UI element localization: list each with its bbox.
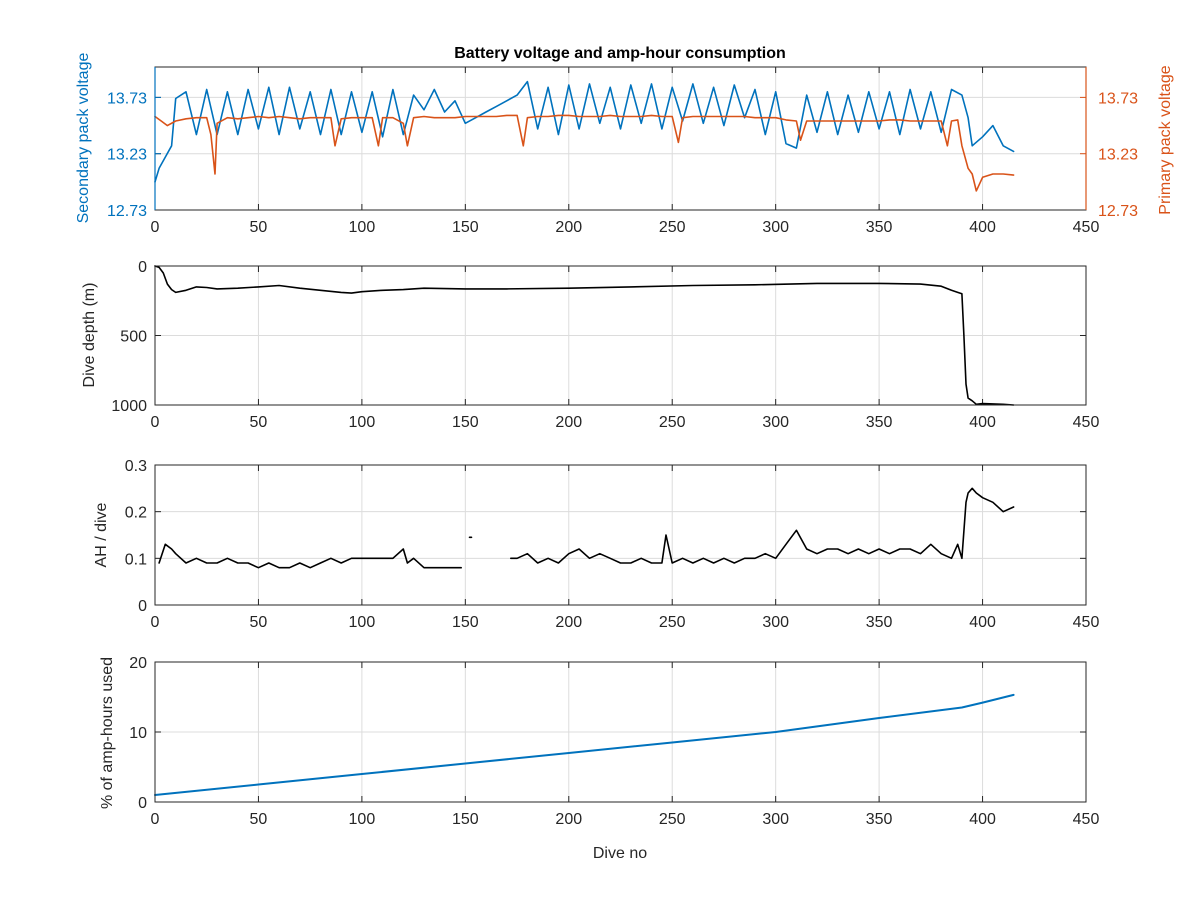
x-tick-label: 0 xyxy=(151,414,160,431)
x-tick-label: 200 xyxy=(555,219,582,236)
y-tick-label-right: 12.73 xyxy=(1098,203,1138,220)
x-tick-label: 450 xyxy=(1073,414,1100,431)
x-tick-label: 350 xyxy=(866,614,893,631)
x-tick-label: 200 xyxy=(555,614,582,631)
x-tick-label: 150 xyxy=(452,811,479,828)
ylabel-pct-amp-hours: % of amp-hours used xyxy=(99,657,116,809)
x-tick-label: 100 xyxy=(349,219,376,236)
x-tick-label: 300 xyxy=(762,614,789,631)
y-tick-label: 0.1 xyxy=(125,551,147,568)
series-line-ah-0 xyxy=(158,543,462,569)
panel-ah: 0 50 100 150 200 250 300 350 400 450 0 0.1 0.2 0.3 xyxy=(125,458,1100,631)
x-tick-label: 0 xyxy=(151,811,160,828)
series-line-ah-0 xyxy=(510,487,1015,564)
y-tick-label: 20 xyxy=(129,655,147,672)
axes-box xyxy=(154,464,1087,606)
ylabel-dive-depth: Dive depth (m) xyxy=(81,283,98,388)
x-tick-label: 100 xyxy=(349,414,376,431)
y-tick-label: 0 xyxy=(138,259,147,276)
ylabel-secondary-voltage: Secondary pack voltage xyxy=(75,53,92,224)
x-tick-label: 400 xyxy=(969,414,996,431)
x-tick-label: 400 xyxy=(969,614,996,631)
ylabel-primary-voltage: Primary pack voltage xyxy=(1157,65,1174,214)
x-tick-label: 50 xyxy=(250,811,268,828)
xlabel-dive-no: Dive no xyxy=(593,845,647,862)
x-tick-label: 150 xyxy=(452,414,479,431)
x-tick-label: 350 xyxy=(866,414,893,431)
x-tick-label: 50 xyxy=(250,614,268,631)
y-tick-label-right: 13.23 xyxy=(1098,147,1138,164)
x-tick-label: 450 xyxy=(1073,811,1100,828)
x-tick-label: 250 xyxy=(659,219,686,236)
x-tick-label: 400 xyxy=(969,811,996,828)
x-tick-label: 350 xyxy=(866,811,893,828)
x-tick-label: 0 xyxy=(151,614,160,631)
y-tick-label: 13.73 xyxy=(107,90,147,107)
chart-title: Battery voltage and amp-hour consumption xyxy=(454,45,786,62)
x-tick-label: 300 xyxy=(762,414,789,431)
x-tick-label: 300 xyxy=(762,811,789,828)
y-tick-label: 0.2 xyxy=(125,505,147,522)
x-tick-label: 250 xyxy=(659,414,686,431)
panel-depth: 0 50 100 150 200 250 300 350 400 450 0 500 1000 xyxy=(111,259,1099,431)
x-tick-label: 100 xyxy=(349,811,376,828)
y-tick-label: 500 xyxy=(120,329,147,346)
x-tick-label: 400 xyxy=(969,219,996,236)
x-tick-label: 250 xyxy=(659,811,686,828)
ylabel-ah-per-dive: AH / dive xyxy=(93,502,110,567)
x-tick-label: 200 xyxy=(555,811,582,828)
y-tick-label: 10 xyxy=(129,725,147,742)
x-tick-label: 150 xyxy=(452,614,479,631)
x-tick-label: 0 xyxy=(151,219,160,236)
x-tick-label: 350 xyxy=(866,219,893,236)
y-tick-label: 0 xyxy=(138,795,147,812)
series-line-voltage-1 xyxy=(154,114,1015,192)
y-tick-label: 12.73 xyxy=(107,203,147,220)
series-line-pct-0 xyxy=(154,693,1015,796)
y-tick-label: 0.3 xyxy=(125,458,147,475)
y-tick-label: 13.23 xyxy=(107,147,147,164)
x-tick-label: 450 xyxy=(1073,614,1100,631)
panel-pct: 0 50 100 150 200 250 300 350 400 450 0 10 20 xyxy=(129,655,1099,828)
x-tick-label: 300 xyxy=(762,219,789,236)
x-tick-label: 200 xyxy=(555,414,582,431)
x-tick-label: 450 xyxy=(1073,219,1100,236)
series-line-depth-0 xyxy=(154,265,1015,406)
y-tick-label: 0 xyxy=(138,598,147,615)
series-line-voltage-0 xyxy=(154,80,1015,183)
x-tick-label: 100 xyxy=(349,614,376,631)
axes-box xyxy=(154,265,1087,406)
axes-box xyxy=(154,661,1087,803)
y-tick-label: 1000 xyxy=(111,398,147,415)
x-tick-label: 150 xyxy=(452,219,479,236)
x-tick-label: 50 xyxy=(250,414,268,431)
x-tick-label: 250 xyxy=(659,614,686,631)
x-tick-label: 50 xyxy=(250,219,268,236)
y-tick-label-right: 13.73 xyxy=(1098,90,1138,107)
